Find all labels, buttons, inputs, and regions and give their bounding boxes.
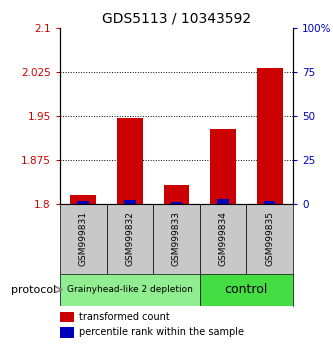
- Text: GSM999832: GSM999832: [125, 211, 135, 266]
- Text: GSM999835: GSM999835: [265, 211, 274, 266]
- Bar: [78, 201, 89, 204]
- Text: GSM999831: GSM999831: [79, 211, 88, 266]
- Text: percentile rank within the sample: percentile rank within the sample: [79, 327, 243, 337]
- Bar: [51, 327, 74, 338]
- Text: protocol: protocol: [11, 285, 57, 295]
- Bar: [117, 118, 143, 204]
- FancyBboxPatch shape: [200, 274, 293, 306]
- Bar: [257, 68, 282, 204]
- Bar: [264, 201, 275, 204]
- Text: GSM999833: GSM999833: [172, 211, 181, 266]
- Bar: [217, 199, 229, 204]
- Text: transformed count: transformed count: [79, 312, 169, 322]
- FancyBboxPatch shape: [60, 204, 107, 274]
- Bar: [124, 200, 136, 204]
- Bar: [71, 195, 96, 204]
- FancyBboxPatch shape: [200, 204, 246, 274]
- Bar: [210, 129, 236, 204]
- Text: control: control: [225, 283, 268, 296]
- Bar: [164, 185, 189, 204]
- FancyBboxPatch shape: [107, 204, 153, 274]
- Bar: [171, 202, 182, 204]
- Bar: [51, 312, 74, 322]
- Title: GDS5113 / 10343592: GDS5113 / 10343592: [102, 12, 251, 26]
- Text: GSM999834: GSM999834: [218, 211, 228, 266]
- FancyBboxPatch shape: [153, 204, 200, 274]
- FancyBboxPatch shape: [246, 204, 293, 274]
- FancyBboxPatch shape: [60, 274, 200, 306]
- Text: Grainyhead-like 2 depletion: Grainyhead-like 2 depletion: [67, 285, 193, 294]
